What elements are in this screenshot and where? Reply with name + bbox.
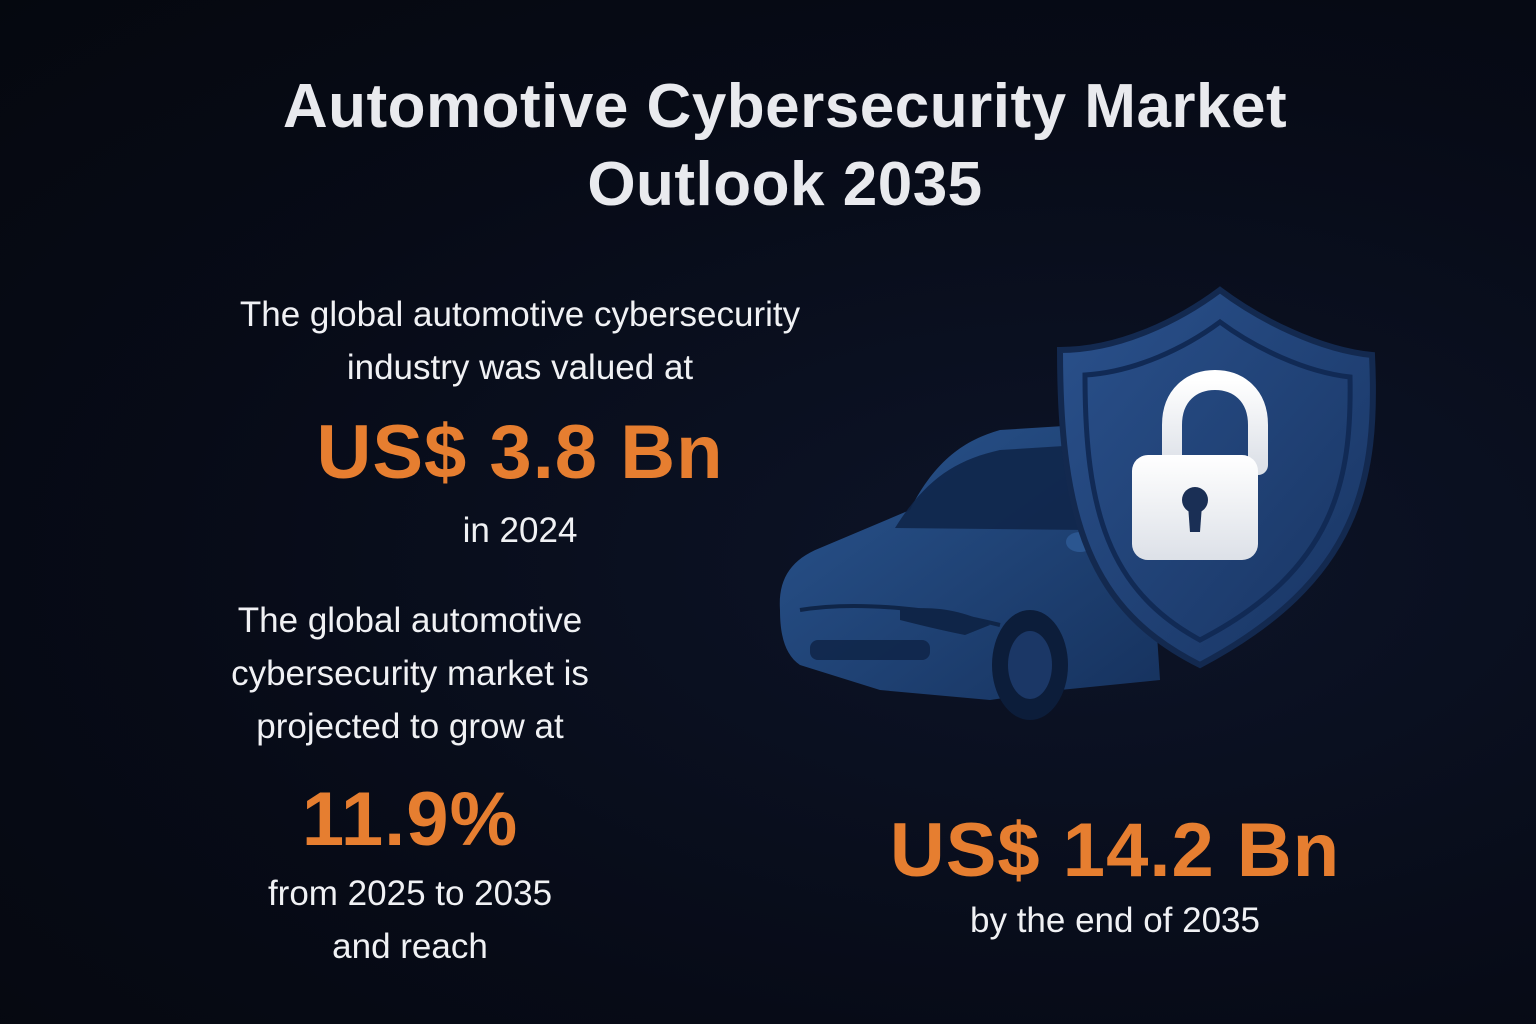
padlock-icon — [1132, 369, 1268, 560]
title-line-1: Automotive Cybersecurity Market — [282, 72, 1288, 141]
current-value-block: The global automotive cybersecurity indu… — [170, 288, 870, 557]
growth-intro-2: cybersecurity market is — [231, 654, 589, 693]
page-title: Automotive Cybersecurity Market Outlook … — [0, 68, 1536, 224]
forecast-block: US$ 14.2 Bn by the end of 2035 — [830, 806, 1400, 947]
forecast-period: by the end of 2035 — [970, 901, 1260, 940]
forecast-value-figure: US$ 14.2 Bn — [889, 808, 1341, 893]
current-value-intro-2: industry was valued at — [346, 348, 694, 387]
current-value-intro-1: The global automotive cybersecurity — [239, 295, 801, 334]
growth-block: The global automotive cybersecurity mark… — [110, 594, 710, 973]
current-value-figure: US$ 3.8 Bn — [316, 410, 724, 495]
current-value-year: in 2024 — [462, 511, 578, 550]
growth-reach: and reach — [332, 927, 488, 966]
car-icon — [779, 425, 1160, 720]
title-line-2: Outlook 2035 — [587, 150, 983, 219]
growth-intro-3: projected to grow at — [256, 707, 564, 746]
growth-rate-figure: 11.9% — [301, 777, 519, 862]
car-shield-illustration — [779, 286, 1376, 720]
growth-intro-1: The global automotive — [237, 601, 583, 640]
growth-period: from 2025 to 2035 — [267, 874, 553, 913]
